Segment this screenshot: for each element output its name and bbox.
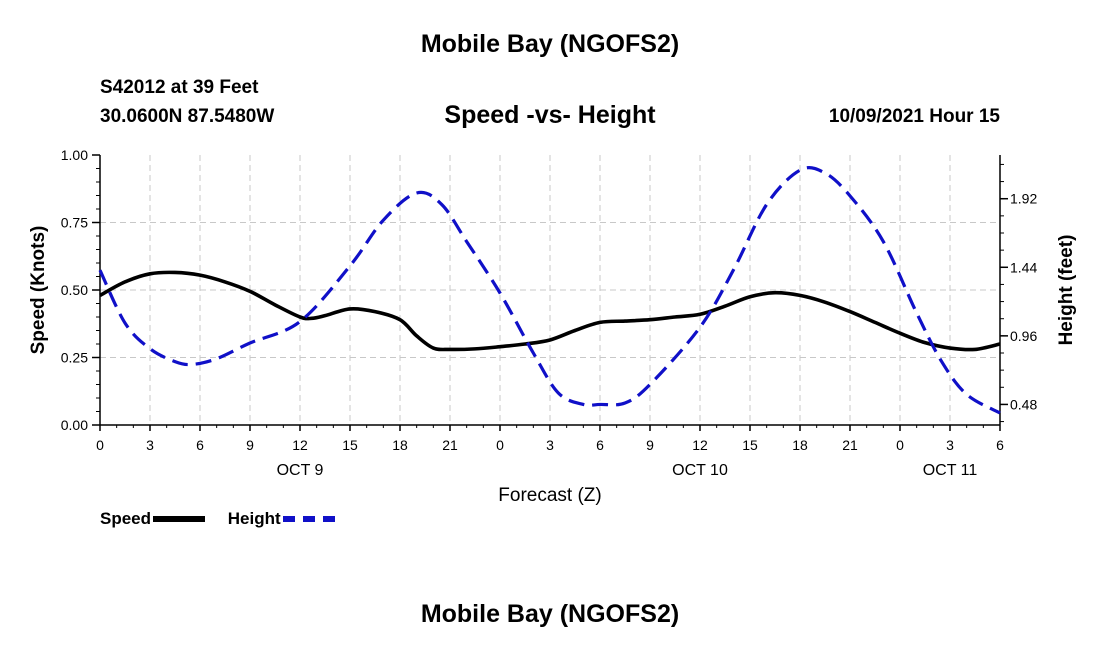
day-label: OCT 9 xyxy=(277,462,324,479)
x-axis-title: Forecast (Z) xyxy=(498,485,601,506)
forecast-datetime: 10/09/2021 Hour 15 xyxy=(828,106,1000,127)
y-tick-label: 1.00 xyxy=(61,147,88,163)
x-tick-label: 3 xyxy=(546,437,554,453)
legend: Speed Height xyxy=(100,508,353,529)
y2-tick-label: 0.48 xyxy=(1010,396,1037,412)
day-label: OCT 11 xyxy=(923,462,978,479)
x-tick-label: 6 xyxy=(996,437,1004,453)
x-tick-label: 21 xyxy=(842,437,858,453)
x-tick-label: 0 xyxy=(96,437,104,453)
legend-height-label: Height xyxy=(227,508,281,528)
legend-speed-swatch xyxy=(153,515,206,522)
x-tick-label: 0 xyxy=(496,437,504,453)
x-tick-label: 15 xyxy=(742,437,758,453)
x-tick-label: 18 xyxy=(392,437,408,453)
y-tick-label: 0.50 xyxy=(61,282,88,298)
y-tick-label: 0.75 xyxy=(61,215,88,231)
x-tick-label: 3 xyxy=(146,437,154,453)
x-tick-label: 0 xyxy=(896,437,904,453)
x-tick-label: 9 xyxy=(646,437,654,453)
footer-title: Mobile Bay (NGOFS2) xyxy=(420,600,680,628)
y2-tick-label: 1.92 xyxy=(1010,191,1037,207)
page-title: Mobile Bay (NGOFS2) xyxy=(420,30,680,58)
x-tick-label: 18 xyxy=(792,437,808,453)
legend-speed-label: Speed xyxy=(100,508,152,528)
y2-axis-title: Height (feet) xyxy=(1056,235,1077,346)
legend-height-swatch xyxy=(282,515,335,522)
station-coordinates: 30.0600N 87.5480W xyxy=(100,106,275,127)
x-tick-label: 9 xyxy=(246,437,254,453)
speed-series-line xyxy=(99,270,1001,352)
x-tick-label: 12 xyxy=(692,437,708,453)
y-tick-label: 0.00 xyxy=(61,417,88,433)
x-tick-label: 6 xyxy=(196,437,204,453)
y2-tick-label: 1.44 xyxy=(1010,259,1037,275)
y-axis-title: Speed (Knots) xyxy=(28,226,49,355)
station-label: S42012 at 39 Feet xyxy=(100,77,259,98)
height-series-line xyxy=(98,166,1001,415)
x-tick-label: 6 xyxy=(596,437,604,453)
y-tick-label: 0.25 xyxy=(61,350,88,366)
x-tick-label: 12 xyxy=(292,437,308,453)
chart-title: Speed -vs- Height xyxy=(444,101,656,129)
y2-tick-label: 0.96 xyxy=(1010,328,1037,344)
x-tick-label: 21 xyxy=(442,437,458,453)
x-tick-label: 15 xyxy=(342,437,358,453)
x-tick-label: 3 xyxy=(946,437,954,453)
day-label: OCT 10 xyxy=(672,462,728,479)
